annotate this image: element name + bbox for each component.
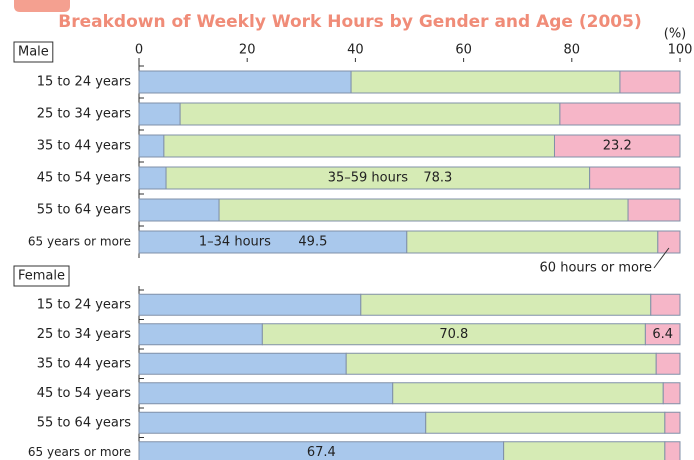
data-label: 23.2 xyxy=(603,139,632,154)
series-label: 60 hours or more xyxy=(540,261,652,276)
bar-segment xyxy=(138,352,347,375)
bar-segment xyxy=(664,441,681,460)
x-axis-unit: (%) xyxy=(664,27,687,42)
bar-segment xyxy=(664,411,681,434)
chart-title: Breakdown of Weekly Work Hours by Gender… xyxy=(58,12,641,32)
bar-segment xyxy=(138,293,362,316)
bar-segment xyxy=(406,230,659,254)
y-tick-label: 25 to 34 years xyxy=(37,327,132,342)
data-label: 78.3 xyxy=(423,171,452,186)
x-tick-label: 80 xyxy=(564,43,581,58)
group-label: Male xyxy=(18,45,49,60)
bar-segment xyxy=(559,102,681,126)
bar-segment xyxy=(619,70,681,94)
x-tick-label: 60 xyxy=(455,43,472,58)
bar-segment xyxy=(138,382,394,405)
bar-segment xyxy=(138,198,220,222)
group-label: Female xyxy=(18,269,65,284)
bar-segment xyxy=(657,230,681,254)
bar-segment xyxy=(662,382,681,405)
data-label: 67.4 xyxy=(307,445,336,460)
y-tick-label: 55 to 64 years xyxy=(37,203,132,218)
bar-segment xyxy=(138,323,263,346)
y-tick-label: 15 to 24 years xyxy=(37,297,132,312)
bar-segment xyxy=(360,293,652,316)
y-tick-label: 25 to 34 years xyxy=(37,107,132,122)
bar-segment xyxy=(655,352,681,375)
y-tick-label: 35 to 44 years xyxy=(37,139,132,154)
x-tick-label: 0 xyxy=(135,43,143,58)
bar-segment xyxy=(589,166,681,190)
x-tick-label: 40 xyxy=(347,43,364,58)
y-tick-label: 55 to 64 years xyxy=(37,415,132,430)
group-label-box xyxy=(13,41,54,63)
data-label: 49.5 xyxy=(298,235,327,250)
data-label: 6.4 xyxy=(652,327,673,342)
bar-segment xyxy=(345,352,657,375)
series-label: 35–59 hours xyxy=(328,171,408,186)
bar-segment xyxy=(392,382,664,405)
bar-segment xyxy=(179,102,561,126)
y-tick-label: 65 years or more xyxy=(28,445,131,459)
y-tick-label: 45 to 54 years xyxy=(37,171,132,186)
y-tick-label: 35 to 44 years xyxy=(37,356,132,371)
leader-line xyxy=(653,247,670,269)
data-label: 70.8 xyxy=(439,327,468,342)
bar-segment xyxy=(138,70,352,94)
header-tab xyxy=(14,0,70,12)
y-tick-label: 65 years or more xyxy=(28,235,131,249)
bar-segment xyxy=(138,166,167,190)
bar-segment xyxy=(138,134,165,158)
bar-segment xyxy=(350,70,621,94)
bar-segment xyxy=(138,411,427,434)
bar-segment xyxy=(553,134,681,158)
bar-segment xyxy=(138,102,181,126)
bar-segment xyxy=(138,230,408,254)
bar-segment xyxy=(644,323,681,346)
bar-segment xyxy=(627,198,681,222)
y-tick-label: 45 to 54 years xyxy=(37,386,132,401)
bar-segment xyxy=(425,411,666,434)
x-tick-label: 20 xyxy=(239,43,256,58)
x-tick-label: 100 xyxy=(668,43,693,58)
y-tick-label: 15 to 24 years xyxy=(37,75,132,90)
bar-segment xyxy=(650,293,681,316)
bar-segment xyxy=(503,441,666,460)
series-label: 1–34 hours xyxy=(199,235,271,250)
group-label-box xyxy=(13,265,70,287)
bar-segment xyxy=(163,134,555,158)
bar-segment xyxy=(218,198,629,222)
